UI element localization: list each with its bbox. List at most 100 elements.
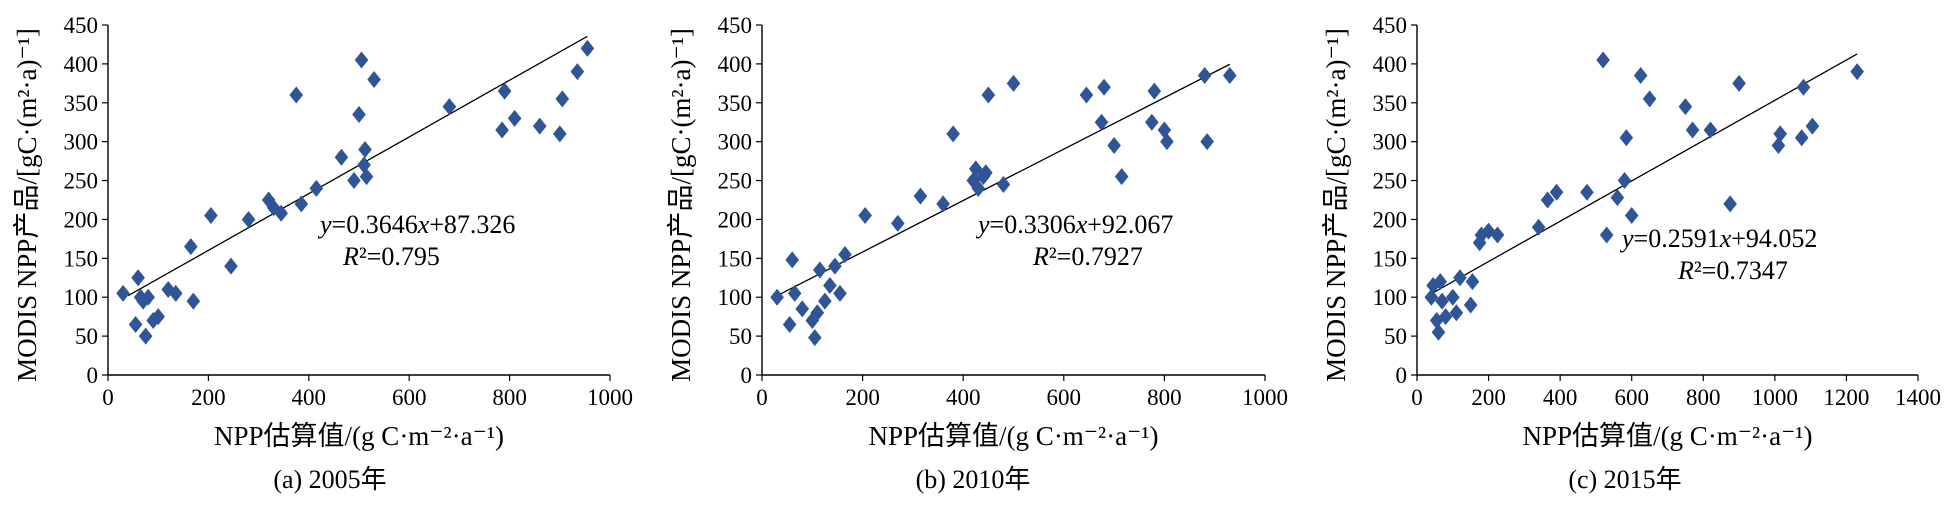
x-tick-label: 1200 [1823, 385, 1869, 410]
r-squared-label: R²=0.7927 [1032, 242, 1143, 271]
chart-panel-2: 0 50 100 150 200 250 300 350 400 450 0 200 400 600 800… [666, 13, 1288, 494]
data-point [204, 207, 218, 225]
y-tick-label: 100 [64, 285, 99, 310]
y-tick-label: 0 [741, 363, 753, 388]
data-point [131, 269, 145, 287]
y-tick-label: 200 [718, 207, 753, 232]
y-tick-label: 200 [64, 207, 99, 232]
data-point [241, 210, 256, 228]
x-tick-label: 600 [392, 385, 427, 410]
data-point [966, 172, 981, 190]
data-point [833, 284, 847, 302]
data-point [1424, 288, 1439, 306]
y-tick-label: 0 [87, 363, 99, 388]
panel-caption: (a) 2005年 [273, 465, 386, 494]
data-point [1490, 226, 1505, 244]
x-tick-label: 400 [292, 385, 327, 410]
data-point [580, 39, 595, 57]
data-point [1114, 168, 1129, 186]
data-point [352, 105, 366, 123]
y-tick-label: 300 [718, 130, 753, 155]
data-point [1006, 74, 1021, 92]
x-tick-label: 400 [1543, 385, 1578, 410]
y-tick-label: 250 [718, 169, 753, 194]
y-tick-label: 400 [64, 52, 99, 77]
regression-equation: y=0.2591x+94.052 [1619, 224, 1817, 253]
data-point [1147, 82, 1162, 100]
data-point [1549, 183, 1564, 201]
data-point [1850, 63, 1864, 81]
data-point [367, 70, 381, 88]
data-point [1531, 218, 1546, 236]
data-point [1610, 189, 1625, 207]
data-point [358, 140, 372, 158]
chart-panel-1: 0 50 100 150 200 250 300 350 400 450 0 200 400 600 800… [12, 13, 633, 494]
data-point [936, 195, 950, 213]
data-point [357, 156, 371, 174]
data-point [334, 148, 349, 166]
y-tick-label: 350 [1373, 91, 1408, 116]
x-tick-label: 800 [492, 385, 527, 410]
data-point [1094, 113, 1109, 131]
data-point [1097, 78, 1111, 96]
y-tick-label: 300 [64, 130, 99, 155]
data-point [785, 251, 799, 269]
x-tick-label: 600 [1047, 385, 1082, 410]
data-point [1732, 74, 1746, 92]
data-point [507, 109, 522, 127]
data-point [532, 117, 547, 135]
x-axis-label: NPP估算值/(g C·m⁻²·a⁻¹) [214, 421, 504, 451]
data-point [570, 63, 585, 81]
x-tick-label: 200 [1471, 385, 1506, 410]
data-point [1463, 296, 1478, 314]
trendline [127, 35, 588, 297]
y-tick-label: 50 [75, 324, 98, 349]
data-point [442, 98, 457, 116]
data-point [1703, 121, 1718, 139]
y-axis-label: MODIS NPP产品/[gC·(m²·a)⁻¹] [1321, 28, 1351, 382]
data-point [1642, 90, 1657, 108]
y-tick-label: 100 [718, 285, 753, 310]
data-point [495, 121, 509, 139]
data-point [787, 284, 802, 302]
data-point [1433, 273, 1448, 291]
data-point [1580, 183, 1594, 201]
data-point [1617, 172, 1632, 190]
y-tick-label: 200 [1373, 207, 1408, 232]
x-tick-label: 800 [1147, 385, 1182, 410]
data-point [795, 300, 810, 318]
data-point [116, 284, 130, 302]
data-point [891, 214, 905, 232]
data-point [1794, 129, 1809, 147]
x-axis-label: NPP估算值/(g C·m⁻²·a⁻¹) [869, 421, 1159, 451]
data-point [1624, 207, 1639, 225]
data-point [151, 308, 165, 326]
x-tick-label: 400 [946, 385, 981, 410]
data-point [981, 86, 996, 104]
data-point [913, 187, 928, 205]
data-point [1453, 269, 1467, 287]
x-tick-label: 200 [845, 385, 880, 410]
data-point [138, 327, 153, 345]
data-point [1805, 117, 1820, 135]
y-tick-label: 150 [718, 246, 753, 271]
trendline [1430, 53, 1858, 295]
x-tick-label: 0 [102, 385, 114, 410]
data-point [946, 125, 960, 143]
data-point [1449, 304, 1464, 322]
data-point [294, 195, 309, 213]
data-point [858, 207, 872, 225]
data-point [823, 277, 837, 295]
data-point [1540, 191, 1555, 209]
y-tick-label: 450 [718, 13, 753, 38]
data-point [1197, 67, 1212, 85]
data-point [274, 204, 288, 222]
y-tick-label: 50 [1384, 324, 1407, 349]
data-point [810, 304, 825, 322]
data-point [497, 82, 512, 100]
data-point [1431, 323, 1446, 341]
x-tick-label: 1000 [1752, 385, 1798, 410]
data-point [996, 175, 1011, 193]
panel-caption: (b) 2010年 [916, 465, 1031, 494]
